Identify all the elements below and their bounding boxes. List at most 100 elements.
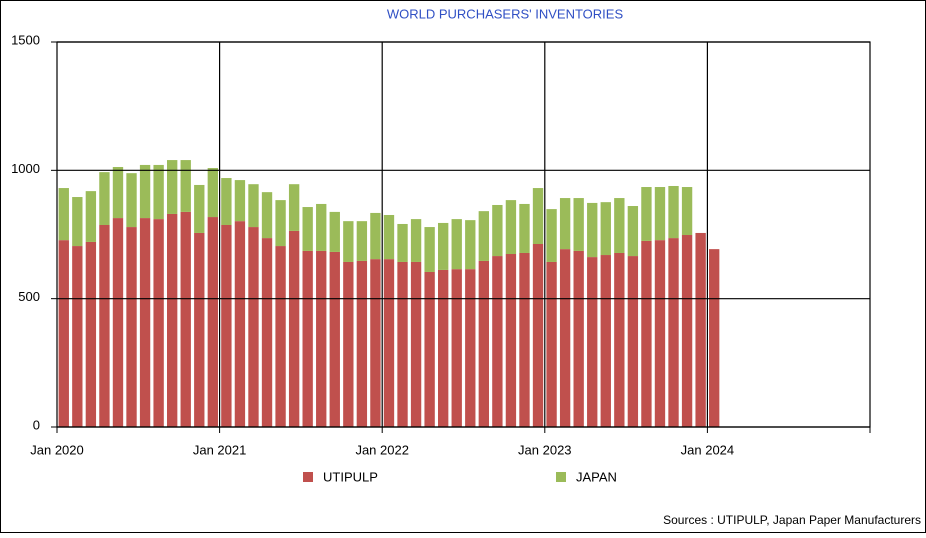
bar-segment bbox=[519, 252, 530, 427]
x-tick-label: Jan 2022 bbox=[355, 442, 409, 457]
bar-segment bbox=[370, 259, 381, 427]
y-tick-label: 1500 bbox=[11, 32, 40, 47]
bar-segment bbox=[248, 227, 259, 427]
bar-segment bbox=[668, 185, 679, 239]
bar-segment bbox=[316, 250, 327, 427]
bar-segment bbox=[343, 221, 354, 262]
bar-segment bbox=[532, 243, 544, 427]
x-tick-label: Jan 2024 bbox=[681, 442, 735, 457]
bar-segment bbox=[492, 256, 503, 427]
bar-segment bbox=[573, 250, 584, 427]
bar-segment bbox=[275, 246, 286, 427]
bar-segment bbox=[302, 250, 313, 427]
bar-segment bbox=[559, 249, 571, 427]
y-tick-label: 1000 bbox=[11, 161, 40, 176]
bar-segment bbox=[58, 240, 69, 427]
bar-segment bbox=[288, 230, 300, 427]
bar-segment bbox=[478, 260, 489, 427]
bar-segment bbox=[180, 211, 191, 427]
bar-segment bbox=[248, 184, 259, 228]
y-tick-label: 0 bbox=[33, 417, 40, 432]
bar-segment bbox=[614, 198, 625, 253]
bar-segment bbox=[587, 202, 598, 258]
bar-segment bbox=[370, 212, 381, 260]
bar-segment bbox=[438, 222, 449, 270]
bar-segment bbox=[397, 261, 408, 427]
bar-segment bbox=[424, 271, 435, 427]
bar-segment bbox=[261, 192, 273, 239]
bar-segment bbox=[492, 204, 503, 257]
legend-label: UTIPULP bbox=[323, 469, 378, 484]
bar-segment bbox=[681, 235, 693, 427]
legend-label: JAPAN bbox=[576, 469, 617, 484]
bar-segment bbox=[85, 191, 97, 242]
bar-segment bbox=[532, 188, 544, 244]
bar-segment bbox=[329, 251, 340, 427]
bar-segment bbox=[207, 168, 218, 218]
bar-segment bbox=[505, 254, 517, 427]
bar-segment bbox=[546, 209, 557, 262]
bar-segment bbox=[234, 180, 246, 222]
bar-segment bbox=[329, 211, 340, 252]
bar-segment bbox=[451, 269, 462, 427]
bar-segment bbox=[600, 255, 611, 427]
bar-segment bbox=[153, 164, 164, 220]
bar-segment bbox=[383, 259, 395, 427]
bar-segment bbox=[194, 232, 205, 427]
bar-segment bbox=[194, 184, 205, 233]
bar-segment bbox=[72, 246, 83, 427]
bar-segment bbox=[465, 269, 476, 427]
bar-segment bbox=[221, 225, 232, 427]
bar-segment bbox=[153, 219, 164, 427]
bar-segment bbox=[668, 238, 679, 427]
bar-segment bbox=[112, 166, 124, 219]
bar-segment bbox=[573, 198, 584, 251]
bar-segment bbox=[126, 227, 137, 427]
bar-segment bbox=[397, 223, 408, 262]
bar-segment bbox=[58, 188, 69, 241]
bar-segment bbox=[505, 200, 517, 255]
bar-segment bbox=[356, 260, 368, 427]
bar-segment bbox=[207, 217, 218, 427]
source-note: Sources : UTIPULP, Japan Paper Manufactu… bbox=[663, 513, 921, 527]
bar-segment bbox=[627, 206, 639, 257]
bar-segment bbox=[587, 257, 598, 427]
plot-border bbox=[56, 41, 871, 428]
bar-segment bbox=[302, 207, 313, 251]
chart-title: WORLD PURCHASERS' INVENTORIES bbox=[387, 6, 624, 21]
bar-segment bbox=[112, 218, 124, 427]
bar-segment bbox=[546, 261, 557, 427]
bar-segment bbox=[261, 238, 273, 427]
bar-segment bbox=[221, 178, 232, 226]
bar-segment bbox=[709, 249, 720, 427]
bar-segment bbox=[681, 187, 693, 236]
x-tick-label: Jan 2023 bbox=[518, 442, 572, 457]
bar-segment bbox=[559, 198, 571, 250]
bar-segment bbox=[234, 221, 246, 427]
bar-segment bbox=[410, 219, 422, 262]
bar-segment bbox=[72, 197, 83, 247]
bar-segment bbox=[410, 261, 422, 427]
bar-segment bbox=[641, 240, 652, 427]
bar-segment bbox=[627, 256, 639, 427]
bar-segment bbox=[451, 219, 462, 270]
bar-segment bbox=[424, 227, 435, 272]
bar-segment bbox=[519, 203, 530, 253]
legend-swatch bbox=[556, 472, 566, 482]
bar-segment bbox=[654, 187, 666, 241]
bar-segment bbox=[167, 213, 178, 427]
bar-segment bbox=[343, 261, 354, 427]
bar-segment bbox=[695, 232, 706, 427]
bar-segment bbox=[126, 173, 137, 228]
bar-segment bbox=[99, 172, 110, 226]
bar-segment bbox=[99, 225, 110, 427]
bar-segment bbox=[465, 220, 476, 270]
legend-swatch bbox=[303, 472, 313, 482]
bar-segment bbox=[600, 202, 611, 256]
bar-segment bbox=[85, 241, 97, 427]
x-tick-label: Jan 2020 bbox=[30, 442, 84, 457]
x-tick-label: Jan 2021 bbox=[193, 442, 247, 457]
bar-segment bbox=[356, 221, 368, 261]
